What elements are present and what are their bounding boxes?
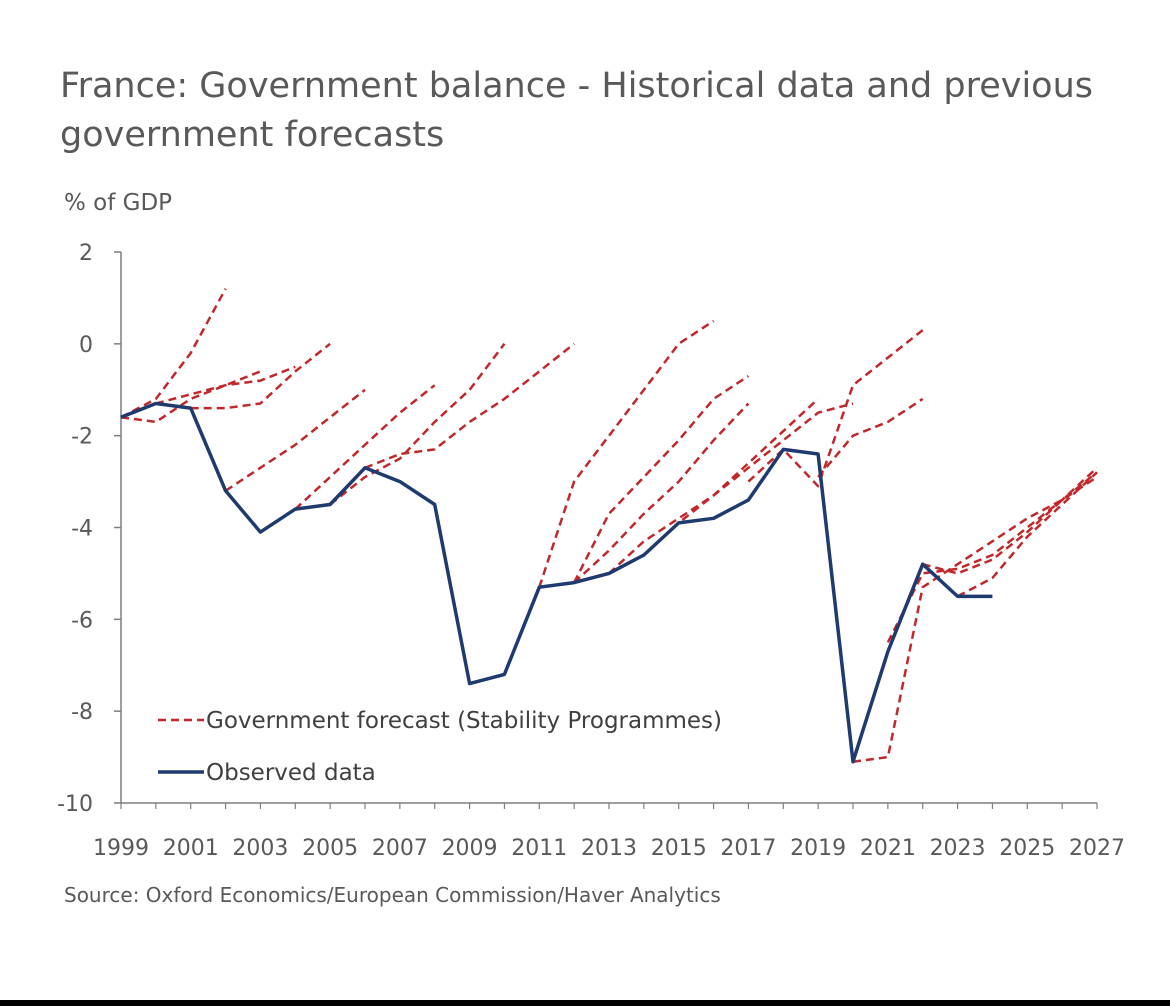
y-tick-label: -2 <box>71 425 93 450</box>
x-tick-label: 2025 <box>999 836 1055 861</box>
forecast-line-7 <box>364 342 575 469</box>
x-tick-label: 2021 <box>860 836 916 861</box>
forecast-line-2 <box>155 365 296 405</box>
y-tick-label: 0 <box>79 333 93 358</box>
x-tick-label: 2011 <box>511 836 567 861</box>
forecast-line-14 <box>817 397 924 478</box>
x-tick-label: 2007 <box>372 836 428 861</box>
forecast-line-11 <box>608 397 819 575</box>
x-tick-label: 2001 <box>163 836 219 861</box>
x-tick-label: 2003 <box>232 836 288 861</box>
observed-line <box>120 401 993 764</box>
y-axis-label: % of GDP <box>64 190 173 216</box>
y-tick-label: -4 <box>71 517 93 542</box>
forecast-line-4 <box>224 388 366 492</box>
y-tick-label: 2 <box>79 241 93 266</box>
forecast-line-3 <box>190 342 331 410</box>
forecast-line-12 <box>643 402 854 556</box>
chart-title: France: Government balance - Historical … <box>60 66 1094 155</box>
forecast-line-16 <box>886 466 1098 643</box>
x-tick-label: 2023 <box>930 836 986 861</box>
legend: Government forecast (Stability Programme… <box>158 708 722 786</box>
x-tick-label: 2015 <box>651 836 707 861</box>
y-tick-label: -10 <box>57 792 93 817</box>
forecast-line-18 <box>957 471 1098 598</box>
source-note: Source: Oxford Economics/European Commis… <box>64 883 721 907</box>
bottom-border <box>0 1000 1170 1006</box>
forecast-line-15 <box>852 471 1098 763</box>
forecast-line-6 <box>329 343 506 506</box>
x-tick-label: 2005 <box>302 836 358 861</box>
forecast-line-9 <box>572 374 750 584</box>
forecast-line-1 <box>120 370 261 424</box>
forecast-line-0 <box>120 288 227 419</box>
x-tick-label: 2013 <box>581 836 637 861</box>
forecast-line-17 <box>922 475 1098 575</box>
x-tick-label: 2009 <box>442 836 498 861</box>
forecast-line-8 <box>538 319 715 588</box>
x-tick-label: 2019 <box>790 836 846 861</box>
forecast-lines <box>120 288 1098 763</box>
y-tick-label: -6 <box>71 608 93 633</box>
forecast-line-10 <box>573 402 750 584</box>
legend-label-forecast: Government forecast (Stability Programme… <box>206 708 722 734</box>
legend-label-observed: Observed data <box>206 760 376 786</box>
x-tick-label: 2027 <box>1069 836 1125 861</box>
y-tick-label: -8 <box>71 700 93 725</box>
x-tick-label: 1999 <box>93 836 149 861</box>
x-tick-label: 2017 <box>720 836 776 861</box>
forecast-line-5 <box>294 384 436 511</box>
observed-data-line <box>120 401 993 764</box>
